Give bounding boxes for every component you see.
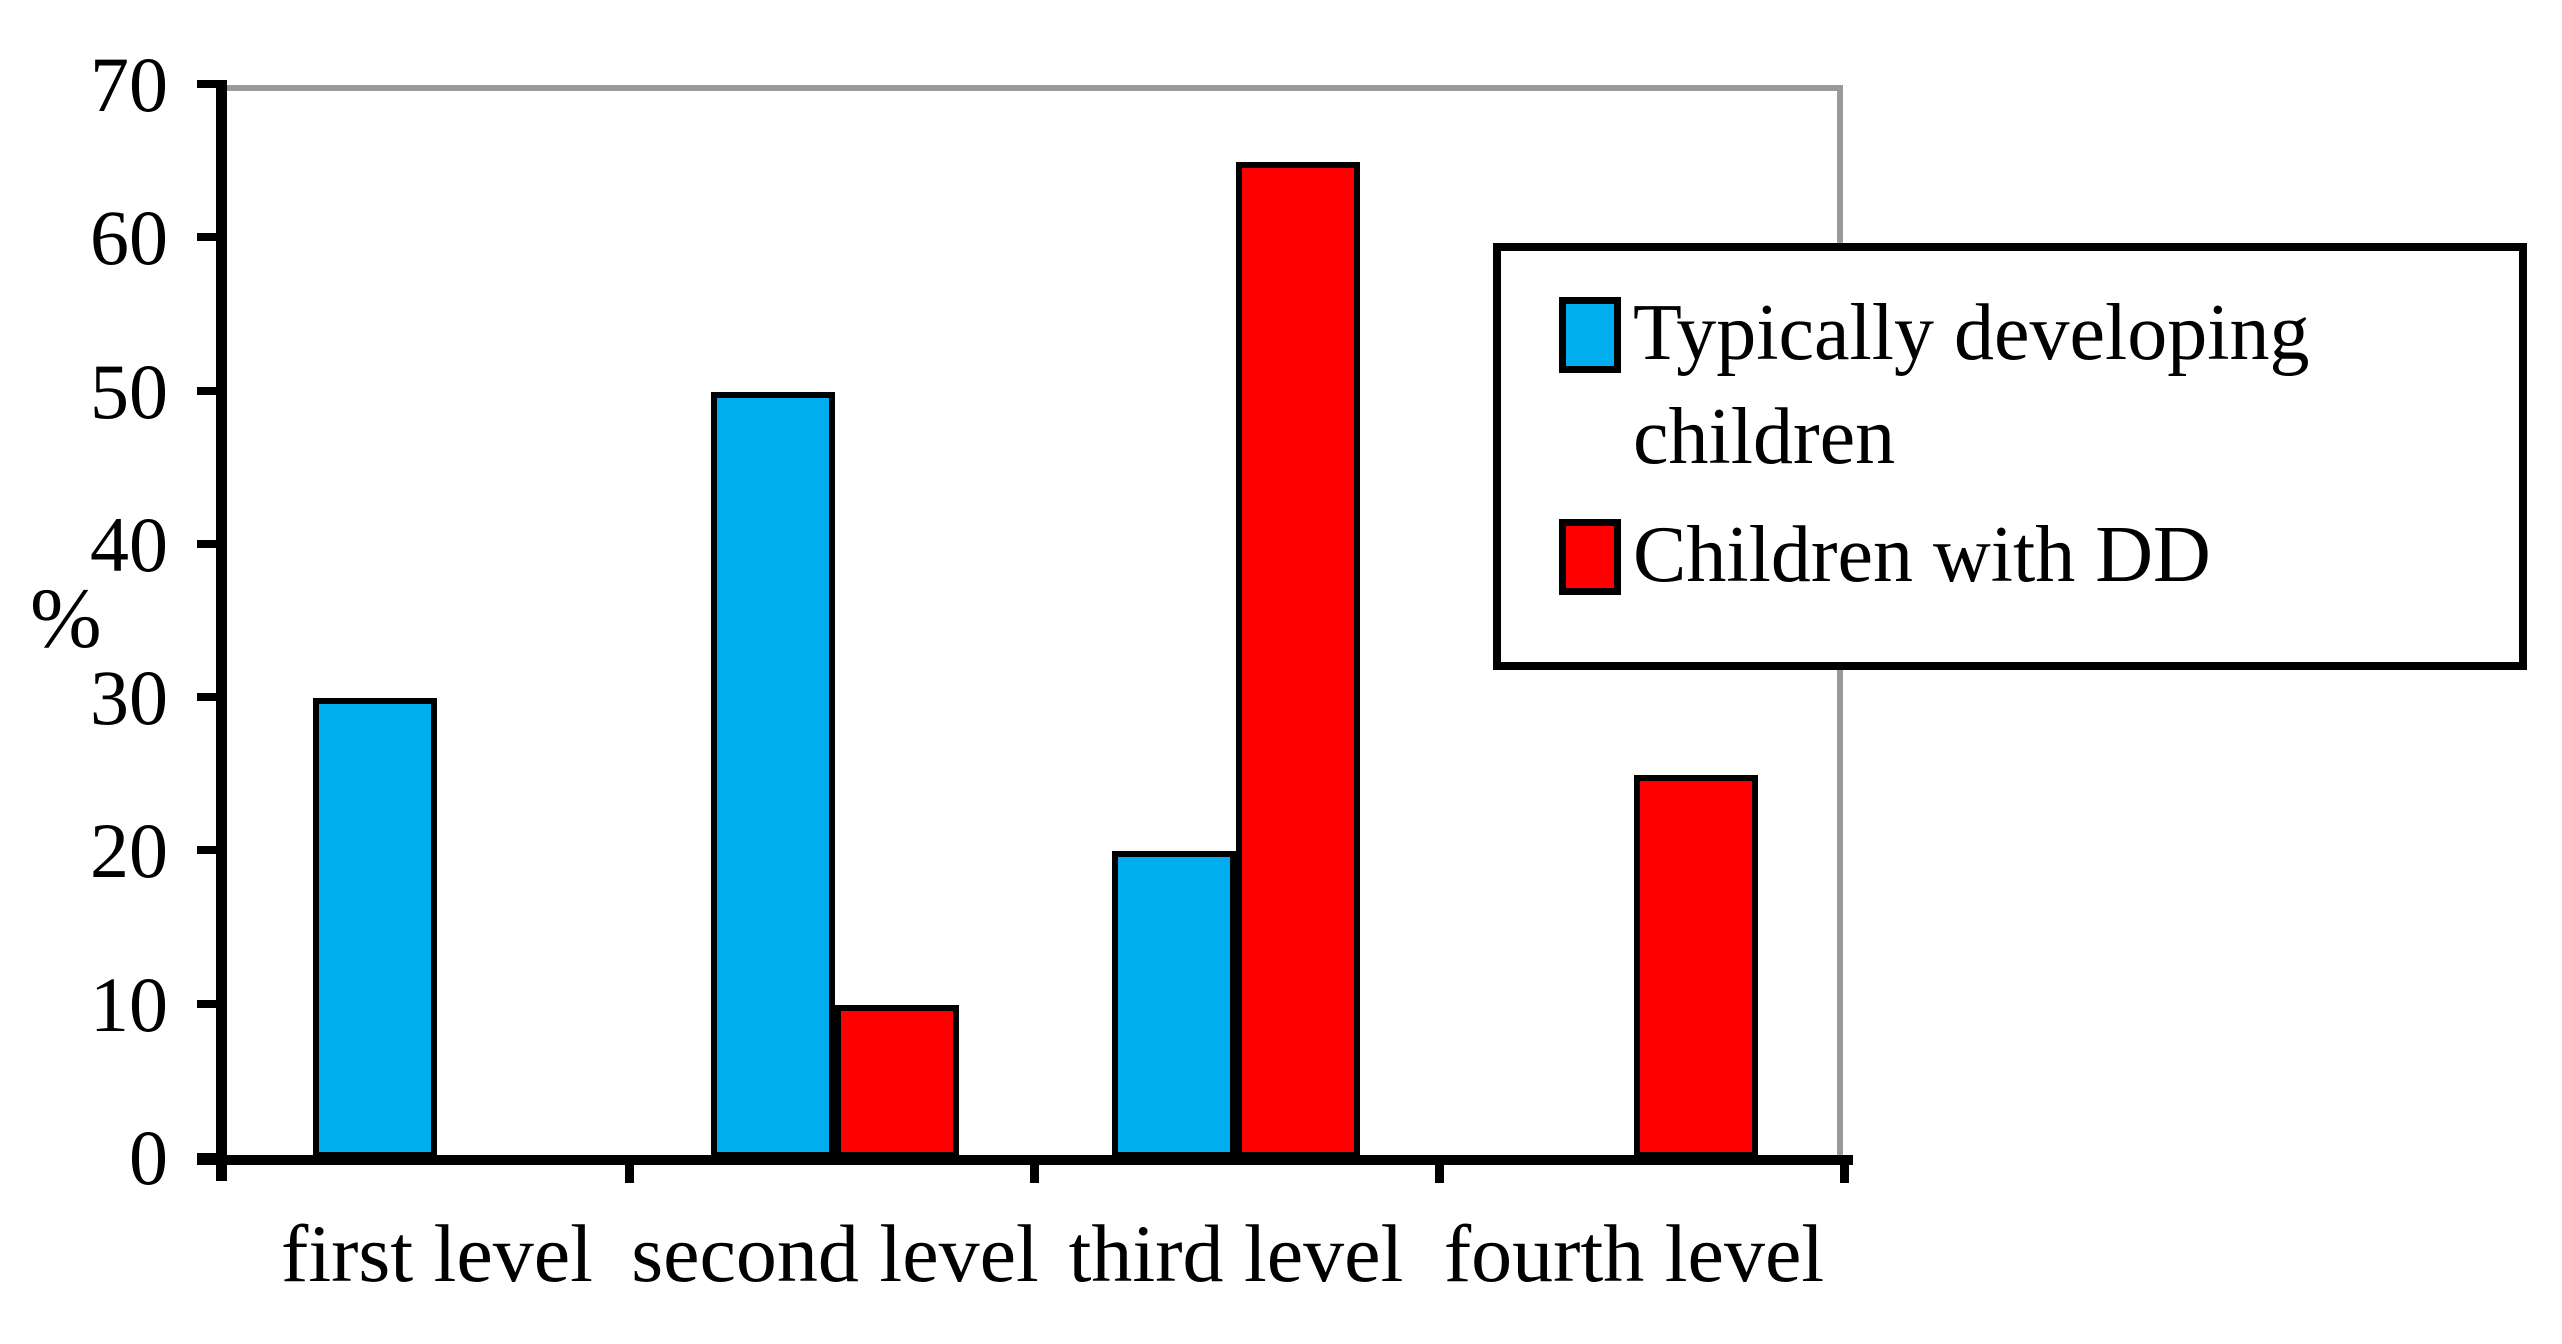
legend-item: Typically developing children xyxy=(1559,281,2499,489)
bar-red xyxy=(1236,162,1360,1158)
bar-blue xyxy=(1112,851,1236,1158)
y-axis-title: % xyxy=(30,570,102,666)
y-tick-label: 50 xyxy=(90,347,168,435)
y-tick-label: 0 xyxy=(129,1114,168,1201)
x-tick xyxy=(1435,1155,1444,1183)
legend: Typically developing children Children w… xyxy=(1493,243,2527,670)
y-tick-label: 40 xyxy=(90,500,168,588)
y-tick xyxy=(197,693,227,702)
y-tick xyxy=(197,846,227,855)
x-category-label: first level xyxy=(281,1208,593,1299)
x-axis-line xyxy=(197,1155,1853,1165)
x-tick xyxy=(1840,1155,1849,1183)
y-tick-label: 70 xyxy=(90,41,168,128)
y-tick-label: 60 xyxy=(90,194,168,282)
y-tick xyxy=(197,999,227,1008)
legend-label: Children with DD xyxy=(1633,511,2211,599)
y-axis-line xyxy=(216,85,227,1181)
legend-label: Typically developing children xyxy=(1633,289,2310,481)
y-tick xyxy=(197,80,227,88)
y-tick xyxy=(197,1153,227,1161)
legend-swatch-blue xyxy=(1559,297,1621,373)
legend-swatch-red xyxy=(1559,519,1621,595)
y-tick-label: 30 xyxy=(90,654,168,742)
y-tick xyxy=(197,539,227,548)
bar-red xyxy=(1634,775,1758,1158)
x-category-label: second level xyxy=(631,1208,1039,1299)
bar-red xyxy=(835,1005,959,1158)
x-tick xyxy=(625,1155,634,1183)
x-tick xyxy=(1030,1155,1039,1183)
y-tick-label: 20 xyxy=(90,807,168,895)
x-category-label: third level xyxy=(1068,1208,1404,1299)
y-tick xyxy=(197,233,227,242)
bar-blue xyxy=(711,392,835,1158)
legend-item: Children with DD xyxy=(1559,503,2499,607)
bar-blue xyxy=(313,698,437,1158)
y-tick xyxy=(197,386,227,395)
y-tick-label: 10 xyxy=(90,960,168,1048)
x-category-label: fourth level xyxy=(1443,1208,1825,1299)
